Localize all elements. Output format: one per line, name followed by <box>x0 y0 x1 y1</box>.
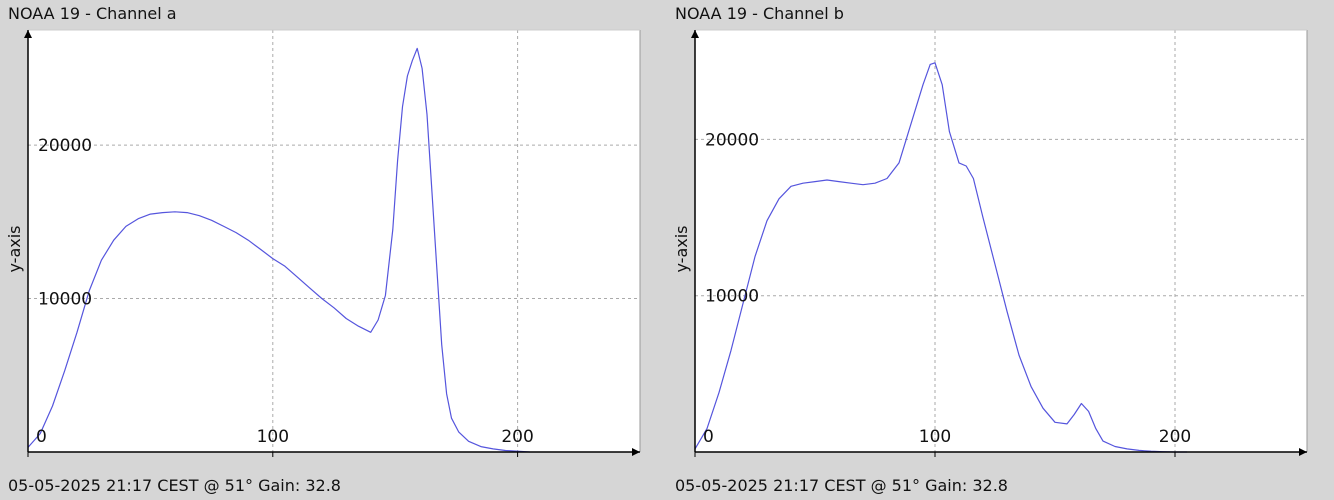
chart-title: NOAA 19 - Channel a <box>8 4 177 23</box>
y-axis-label: y-axis <box>672 225 691 272</box>
chart-footer: 05-05-2025 21:17 CEST @ 51° Gain: 32.8 <box>8 476 341 495</box>
x-tick-label: 100 <box>257 427 289 447</box>
plot-background <box>695 30 1307 452</box>
x-tick-label: 200 <box>501 427 533 447</box>
chart-footer: 05-05-2025 21:17 CEST @ 51° Gain: 32.8 <box>675 476 1008 495</box>
y-axis-arrow <box>691 30 699 38</box>
y-tick-label: 10000 <box>38 290 92 310</box>
x-tick-label: 100 <box>919 427 951 447</box>
y-tick-label: 20000 <box>705 130 759 150</box>
y-axis-arrow <box>24 30 32 38</box>
x-axis-arrow <box>632 448 640 456</box>
x-axis-arrow <box>1299 448 1307 456</box>
x-tick-label: 200 <box>1159 427 1191 447</box>
y-tick-label: 20000 <box>38 136 92 156</box>
chart-panel-b: NOAA 19 - Channel b 0 100 200 10000 20000 y-a… <box>667 0 1334 500</box>
y-axis-label: y-axis <box>5 225 24 272</box>
series-line <box>694 62 1187 453</box>
chart-title: NOAA 19 - Channel b <box>675 4 844 23</box>
x-tick-label: 0 <box>36 427 47 447</box>
x-tick-label: 0 <box>703 427 714 447</box>
chart-panel-a: NOAA 19 - Channel a 0 100 200 10000 20000 y-a… <box>5 4 641 495</box>
series-line <box>27 47 530 453</box>
plot-background <box>28 30 640 452</box>
plot-area: 0 100 200 10000 20000 y-axis <box>5 29 641 457</box>
plot-area: 0 100 200 10000 20000 y-axis <box>672 29 1308 457</box>
y-tick-label: 10000 <box>705 287 759 307</box>
